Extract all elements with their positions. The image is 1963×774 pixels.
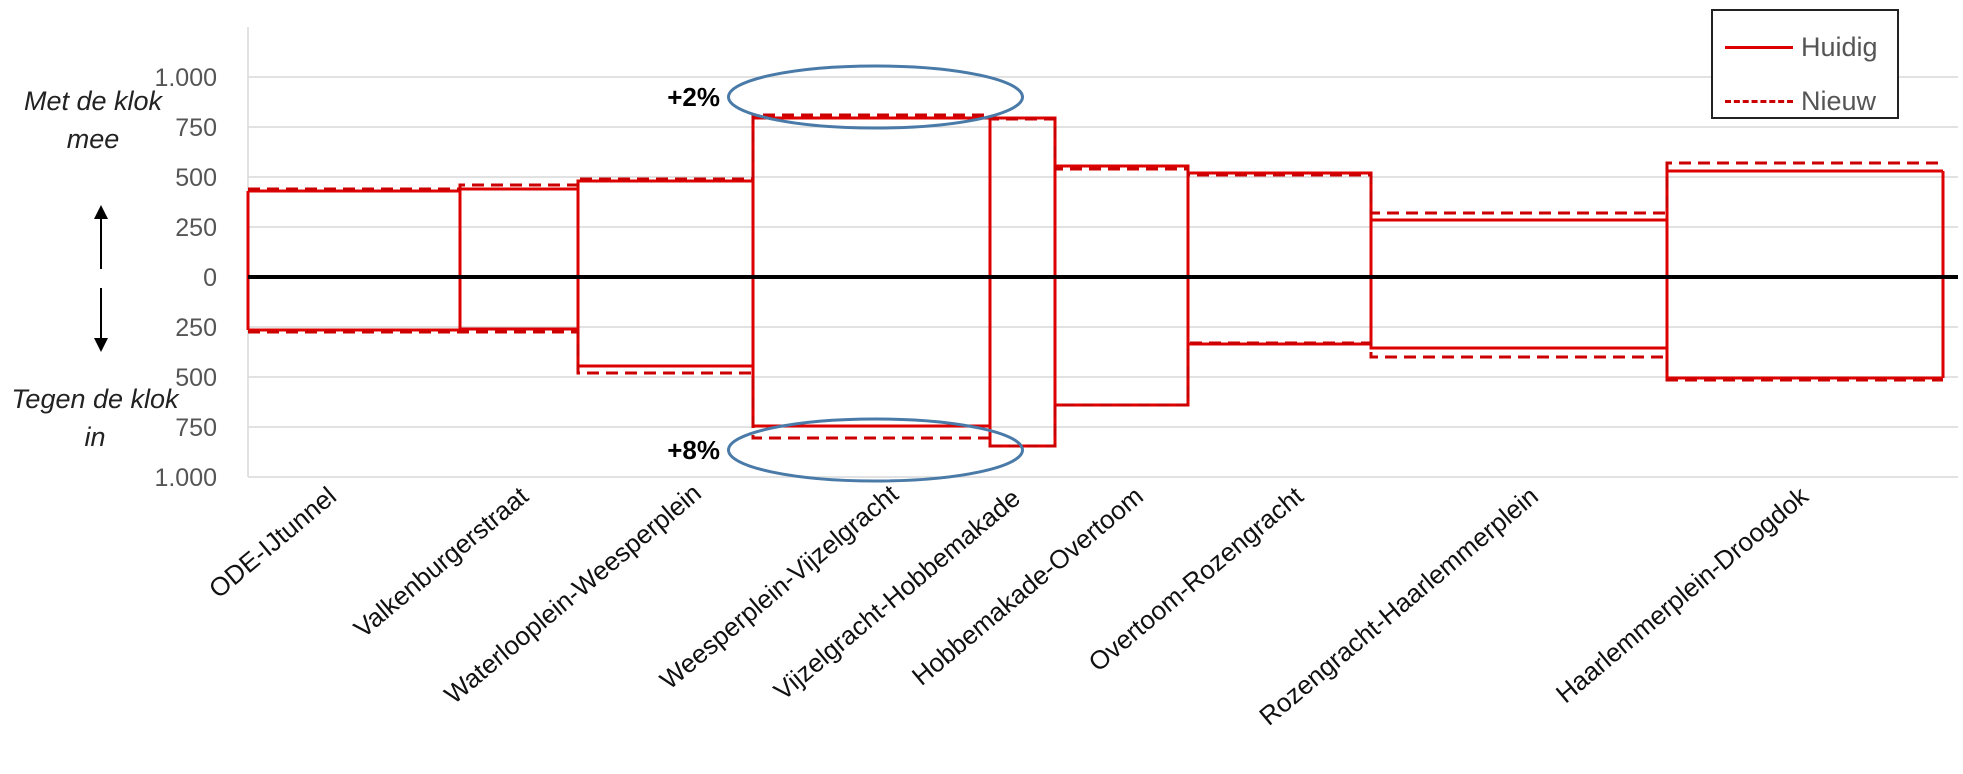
series-huidig [246, 116, 1945, 448]
legend: Huidig Nieuw [1711, 9, 1899, 119]
y-tick-label: 1.000 [154, 464, 217, 492]
legend-swatch-dashed [1725, 99, 1793, 103]
y-tick-label: 1.000 [154, 64, 217, 92]
x-tick-label: ODE-IJtunnel [203, 481, 342, 604]
y-tick-label: 250 [175, 214, 217, 242]
x-tick-label: Vijzelgracht-Hobbemakade [768, 483, 1026, 706]
x-tick-label: Rozengracht-Haarlemmerplein [1253, 481, 1543, 732]
series-nieuw [248, 113, 1943, 448]
upper-direction-label: Met de klok mee [23, 86, 163, 154]
y-tick-label: 750 [175, 114, 217, 142]
x-tick-label: Valkenburgerstraat [348, 480, 535, 643]
nieuw-clockwise-line [248, 113, 1943, 215]
annotation-label: +8% [667, 435, 720, 465]
y-tick-label: 500 [175, 364, 217, 392]
legend-swatch-solid [1725, 45, 1793, 49]
annotations: +2% +8% [667, 64, 1024, 483]
lower-direction-label: Tegen de klok in [11, 384, 179, 452]
arrow-down-icon [94, 288, 108, 352]
legend-label-huidig: Huidig [1801, 31, 1878, 62]
legend-item-nieuw: Nieuw [1725, 81, 1876, 121]
nieuw-counterclockwise-line [248, 330, 1943, 448]
annotation-label: +2% [667, 82, 720, 112]
y-tick-label: 0 [203, 264, 217, 292]
y-tick-label: 500 [175, 164, 217, 192]
annotation-ellipse [727, 64, 1024, 130]
annotation-ellipse [727, 417, 1024, 483]
y-tick-label: 250 [175, 314, 217, 342]
huidig-counterclockwise-line [248, 327, 1943, 448]
y-tick-label: 750 [175, 414, 217, 442]
x-tick-label: Haarlemmerplein-Droogdok [1550, 480, 1815, 709]
arrow-up-icon [94, 205, 108, 269]
legend-label-nieuw: Nieuw [1801, 85, 1877, 116]
x-tick-labels: ODE-IJtunnel ValkenburgerstraatWaterloopl… [203, 478, 1815, 732]
legend-item-huidig: Huidig [1725, 27, 1878, 67]
grid-lines [247, 27, 1958, 478]
y-tick-labels: 1.000 750 500 250 0 250 500 750 1.000 [154, 64, 217, 492]
